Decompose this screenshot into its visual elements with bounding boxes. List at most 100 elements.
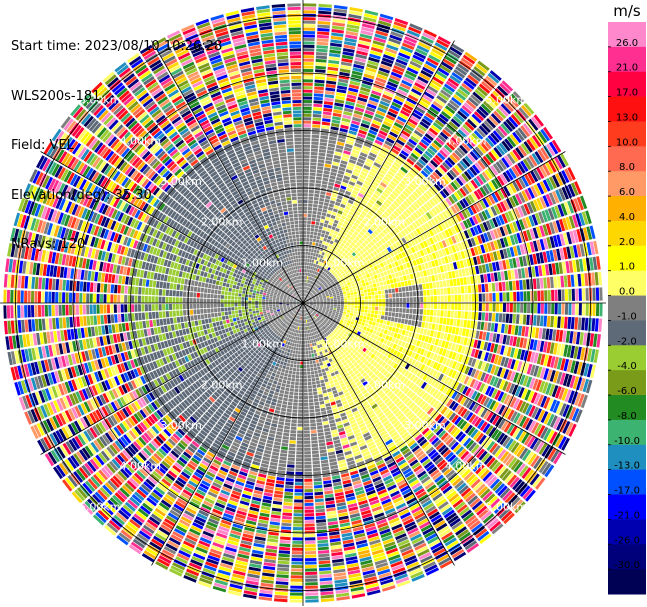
gate — [456, 278, 461, 286]
gate — [323, 288, 327, 291]
gate — [412, 54, 425, 63]
gate — [342, 223, 347, 228]
gate — [332, 116, 341, 121]
gate — [306, 301, 310, 303]
gate — [464, 51, 478, 62]
gate — [540, 128, 551, 142]
gate — [576, 361, 583, 375]
gate — [562, 373, 570, 387]
gate — [542, 381, 549, 394]
gate — [438, 364, 445, 373]
gate — [413, 368, 420, 376]
gate — [312, 263, 316, 267]
gate — [315, 296, 319, 298]
gate — [570, 274, 575, 287]
gate — [326, 153, 334, 158]
gate — [315, 348, 319, 353]
gate — [303, 179, 309, 183]
gate — [363, 207, 369, 214]
gate — [364, 70, 376, 77]
gate — [485, 153, 495, 164]
gate — [328, 454, 336, 460]
gate — [579, 258, 584, 272]
gate — [434, 194, 442, 203]
gate — [305, 255, 308, 259]
gate — [478, 293, 482, 302]
gate — [372, 250, 378, 256]
gate — [403, 228, 410, 235]
gate — [384, 289, 389, 294]
gate — [455, 131, 465, 141]
gate — [536, 340, 542, 352]
gate — [429, 360, 435, 368]
gate — [419, 249, 425, 257]
gate — [524, 326, 529, 337]
gate — [320, 219, 325, 223]
gate — [500, 187, 508, 199]
gate — [310, 252, 314, 256]
gate — [361, 296, 365, 300]
gate — [437, 273, 443, 281]
gate — [342, 289, 346, 292]
gate — [306, 301, 310, 303]
gate — [394, 261, 399, 267]
gate — [536, 166, 545, 179]
gate — [431, 142, 440, 151]
gate — [516, 291, 520, 302]
gate — [363, 289, 368, 293]
gate — [376, 200, 383, 206]
gate — [308, 193, 314, 197]
gate — [560, 316, 565, 329]
gate — [459, 319, 464, 328]
gate — [397, 195, 405, 203]
gate — [451, 71, 464, 82]
gate — [306, 286, 309, 290]
gate — [545, 328, 550, 340]
gate — [372, 193, 379, 200]
gate — [344, 172, 352, 178]
gate — [324, 312, 328, 316]
gate — [402, 211, 410, 218]
gate — [318, 7, 332, 12]
gate — [369, 317, 374, 322]
gate — [457, 88, 469, 98]
gate — [467, 74, 479, 85]
gate — [364, 296, 368, 300]
gate — [425, 239, 432, 246]
gate — [474, 312, 479, 320]
gate — [334, 280, 339, 284]
gate — [356, 47, 369, 53]
gate — [426, 359, 432, 366]
gate — [313, 235, 317, 239]
gate — [495, 378, 503, 389]
gate — [363, 312, 368, 317]
gate — [547, 160, 557, 173]
gate — [455, 327, 460, 335]
gate — [543, 368, 550, 380]
gate — [308, 196, 314, 200]
gate — [370, 333, 376, 339]
gate — [488, 219, 496, 229]
gate — [503, 237, 509, 247]
gate — [334, 99, 345, 104]
gate — [313, 107, 322, 111]
gate — [480, 395, 487, 405]
gate — [436, 180, 444, 190]
gate — [458, 175, 467, 185]
gate — [420, 183, 428, 192]
gate — [318, 397, 324, 402]
gate — [372, 238, 378, 244]
gate — [312, 210, 317, 215]
gate — [379, 13, 394, 21]
gate — [361, 26, 374, 33]
gate — [434, 154, 444, 163]
gate — [353, 202, 359, 207]
gate — [326, 406, 332, 411]
gate — [303, 241, 306, 245]
gate — [333, 295, 337, 298]
gate — [389, 342, 394, 348]
gate — [438, 347, 444, 355]
gate — [317, 254, 321, 258]
gate — [429, 282, 433, 289]
gate — [327, 448, 335, 453]
